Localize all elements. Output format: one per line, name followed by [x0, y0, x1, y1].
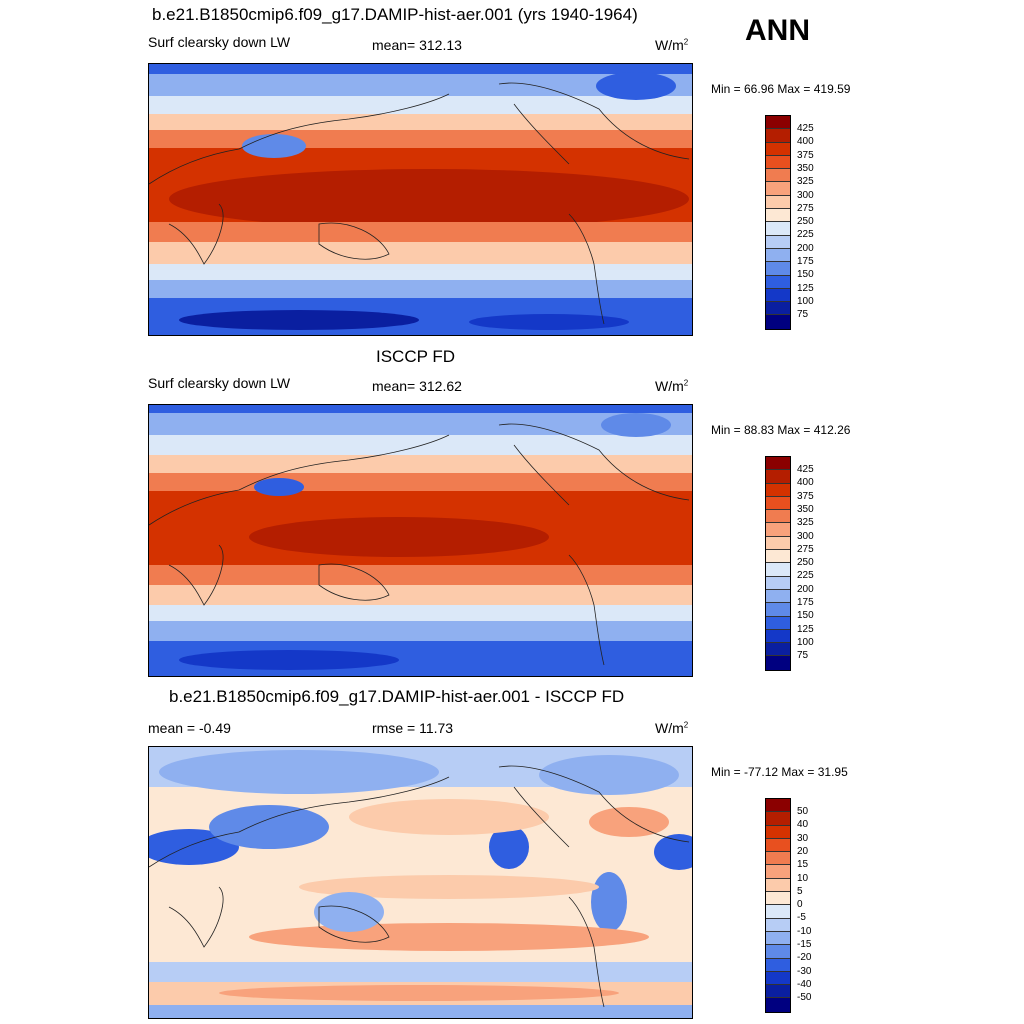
panel-3-minmax: Min = -77.12 Max = 31.95 [711, 765, 848, 779]
panel-3-rmse-label: rmse = 11.73 [372, 720, 454, 736]
tick: 275 [797, 202, 814, 214]
tick: 250 [797, 216, 814, 228]
tick: -10 [797, 925, 812, 937]
tick: -50 [797, 992, 812, 1004]
tick: 375 [797, 149, 814, 161]
tick: 350 [797, 503, 814, 515]
tick: 325 [797, 517, 814, 529]
tick: 400 [797, 136, 814, 148]
tick: 300 [797, 189, 814, 201]
tick: 15 [797, 859, 809, 871]
tick: 50 [797, 806, 809, 817]
panel-2-map [148, 404, 693, 677]
season-label: ANN [745, 14, 810, 47]
tick: 40 [797, 819, 809, 831]
panel-3-title: b.e21.B1850cmip6.f09_g17.DAMIP-hist-aer.… [169, 687, 625, 706]
panel-2-minmax: Min = 88.83 Max = 412.26 [711, 423, 851, 437]
panel-1-mean-label: mean= 312.13 [372, 37, 462, 53]
tick: 325 [797, 176, 814, 188]
panel-2-unit: W/m2 [655, 378, 689, 394]
tick: 100 [797, 295, 814, 307]
tick: 150 [797, 610, 814, 622]
panel-2-title: ISCCP FD [376, 347, 456, 366]
tick: 75 [797, 309, 809, 321]
tick: -40 [797, 978, 812, 990]
tick: 400 [797, 477, 814, 489]
panel-1-unit: W/m2 [655, 37, 689, 53]
tick: 5 [797, 885, 803, 897]
tick: 125 [797, 282, 814, 294]
tick: 225 [797, 229, 814, 241]
panel-2-colorbar [765, 456, 791, 671]
panel-3-colorbar [765, 798, 791, 1013]
tick: 30 [797, 832, 809, 844]
tick: 425 [797, 464, 814, 475]
panel-3-mean-label: mean = -0.49 [148, 720, 231, 736]
tick: 75 [797, 650, 809, 662]
panel-3-unit: W/m2 [655, 720, 689, 736]
panel-2-variable-label: Surf clearsky down LW [148, 375, 291, 391]
tick: 175 [797, 597, 814, 608]
tick: 10 [797, 872, 809, 884]
tick: 375 [797, 490, 814, 502]
tick: 150 [797, 269, 814, 281]
tick: 275 [797, 543, 814, 555]
panel-1-map [148, 63, 693, 336]
panel-1-minmax: Min = 66.96 Max = 419.59 [711, 82, 851, 96]
tick: 125 [797, 623, 814, 635]
tick: 350 [797, 162, 814, 174]
tick: 100 [797, 636, 814, 648]
tick: -5 [797, 912, 806, 924]
tick: -15 [797, 939, 812, 950]
panel-1-variable-label: Surf clearsky down LW [148, 34, 291, 50]
tick: 300 [797, 530, 814, 542]
panel-1-colorbar [765, 115, 791, 330]
tick: 200 [797, 583, 814, 595]
tick: 0 [797, 899, 803, 911]
panel-2-mean-label: mean= 312.62 [372, 378, 462, 394]
tick: 250 [797, 557, 814, 569]
tick: 425 [797, 123, 814, 134]
tick: 225 [797, 570, 814, 582]
tick: 200 [797, 242, 814, 254]
panel-3-map [148, 746, 693, 1019]
tick: 175 [797, 256, 814, 267]
tick: 20 [797, 845, 809, 857]
panel-1-title: b.e21.B1850cmip6.f09_g17.DAMIP-hist-aer.… [152, 5, 638, 24]
tick: -20 [797, 952, 812, 964]
tick: -30 [797, 965, 812, 977]
